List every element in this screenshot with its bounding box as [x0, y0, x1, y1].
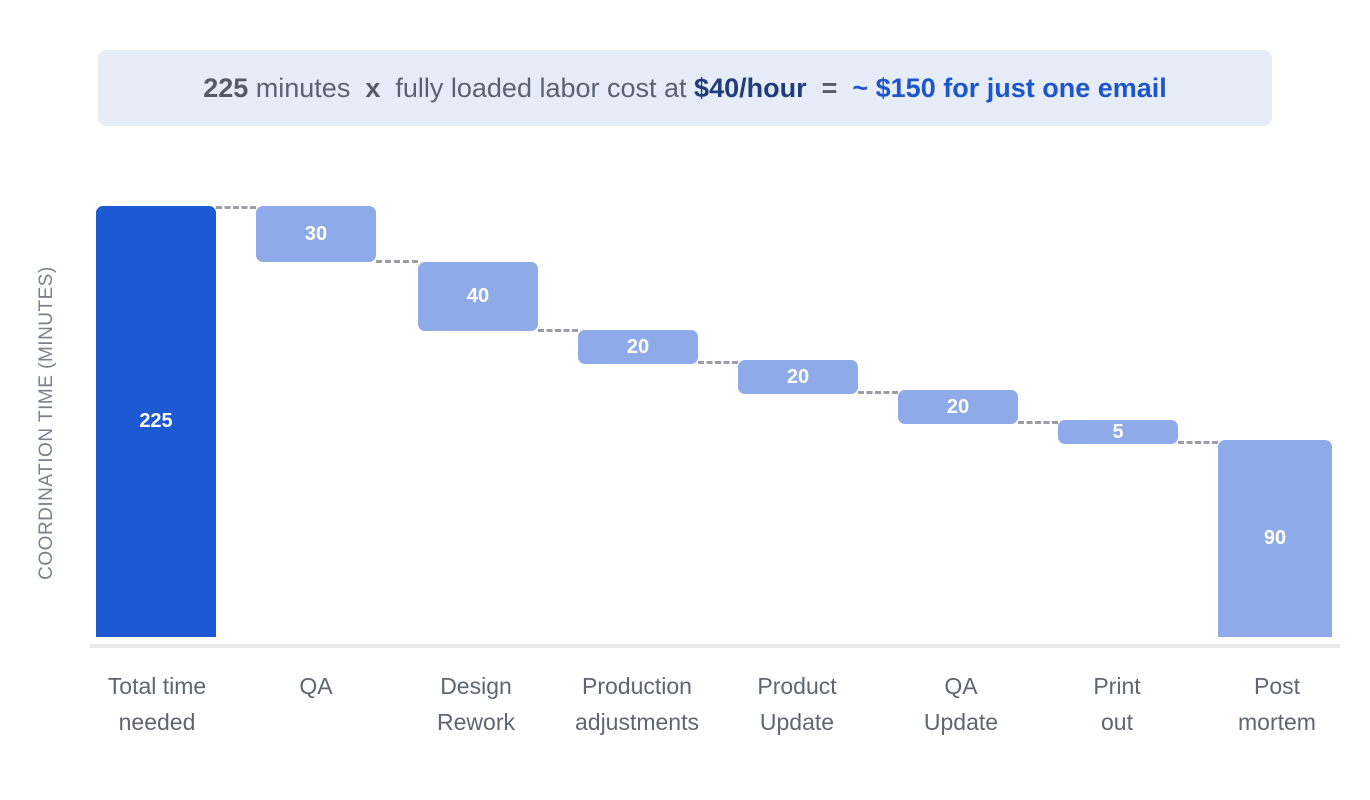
x-label-qa-update: QA Update	[923, 673, 999, 735]
connector-line	[1178, 441, 1218, 444]
bar-value-label: 20	[626, 335, 650, 358]
bar-production-adjustments: 20	[578, 330, 698, 364]
x-label-product-update: Product Update	[757, 673, 837, 735]
x-label-production-adjustments: Production adjustments	[574, 673, 699, 735]
banner-result: ~ $150 for just one email	[852, 72, 1167, 103]
x-label-design-rework: Design Rework	[437, 673, 515, 735]
banner-equals-symbol: =	[806, 72, 853, 103]
bar-value-label: 20	[786, 365, 810, 388]
banner-cost-text: fully loaded labor cost at	[380, 72, 695, 103]
banner-minutes-value: 225	[203, 72, 249, 103]
x-label-print-out: Print out	[1093, 673, 1141, 735]
x-label-total-time-needed: Total time needed	[107, 673, 207, 735]
x-axis-line	[90, 644, 1340, 648]
y-axis-title: COORDINATION TIME (MINUTES)	[36, 266, 57, 580]
bar-product-update: 20	[738, 360, 858, 394]
bar-value-label: 90	[1263, 527, 1287, 549]
connector-line	[376, 260, 418, 263]
connector-line	[538, 329, 578, 332]
bar-value-label: 20	[946, 395, 970, 418]
summary-banner: 225 minutes x fully loaded labor cost at…	[98, 50, 1272, 126]
bar-value-label: 225	[139, 410, 173, 432]
bar-value-label: 30	[304, 222, 328, 245]
connector-line	[858, 391, 898, 394]
x-label-qa: QA	[299, 673, 333, 699]
bar-value-label: 40	[466, 285, 490, 307]
bar-qa-update: 20	[898, 390, 1018, 424]
connector-line	[698, 361, 738, 364]
x-label-post-mortem: Post mortem	[1238, 673, 1316, 735]
bar-print-out: 5	[1058, 420, 1178, 444]
connector-line	[1018, 421, 1058, 424]
bar-qa: 30	[256, 206, 376, 262]
bar-post-mortem: 90	[1218, 440, 1332, 637]
banner-times-symbol: x	[365, 72, 381, 103]
bar-total-time-needed: 225	[96, 206, 216, 637]
banner-rate: $40/hour	[694, 72, 807, 103]
connector-line	[216, 206, 256, 209]
bar-design-rework: 40	[418, 262, 538, 331]
banner-minutes-text: minutes	[248, 72, 366, 103]
bar-value-label: 5	[1112, 420, 1124, 443]
